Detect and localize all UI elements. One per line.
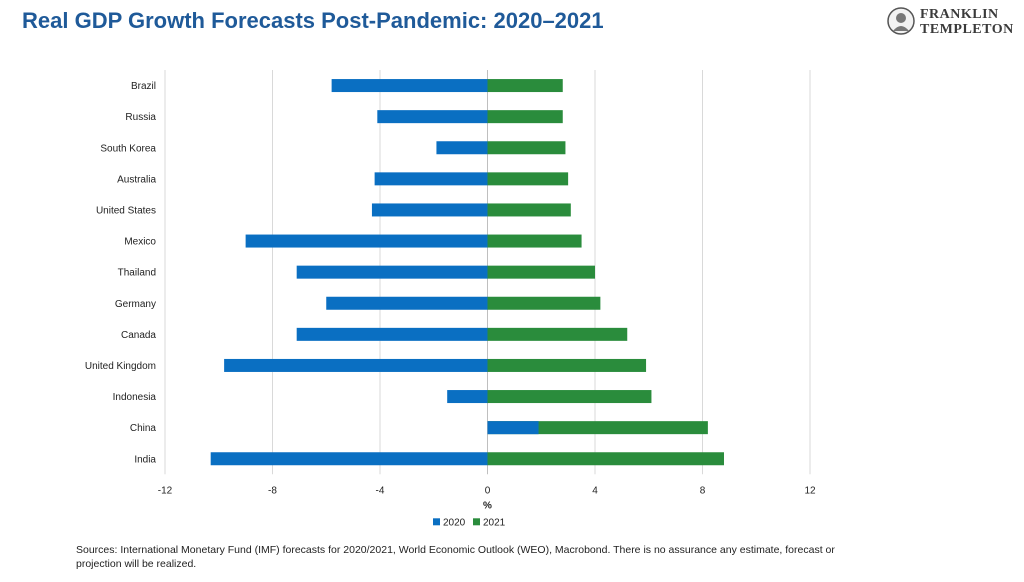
logo-line-1: FRANKLIN (920, 7, 999, 22)
category-label: Brazil (131, 81, 156, 92)
category-label: China (130, 423, 157, 434)
legend-label-2020: 2020 (443, 517, 466, 528)
category-label: Russia (125, 112, 156, 123)
source-note: Sources: International Monetary Fund (IM… (76, 544, 835, 570)
logo-line-2: TEMPLETON (920, 22, 1014, 37)
legend-swatch-2021 (473, 518, 480, 526)
x-tick-label: 0 (485, 485, 491, 496)
category-label: United Kingdom (85, 361, 156, 372)
bar-2020 (210, 452, 488, 466)
bar-2021 (487, 79, 563, 93)
x-tick-label: -12 (158, 485, 173, 496)
bar-2020 (331, 79, 488, 93)
bar-2020 (296, 265, 488, 279)
bar-2020 (436, 141, 488, 155)
gdp-bar-chart: -12 -8 -4 0 4 8 12% Brazil Russia South Korea Aust… (85, 70, 816, 528)
bar-2020 (371, 203, 488, 217)
chart-title: Real GDP Growth Forecasts Post-Pandemic:… (22, 8, 604, 33)
franklin-templeton-logo: FRANKLIN TEMPLETON (886, 6, 1016, 40)
bar-2020 (377, 110, 488, 124)
bar-2020 (245, 234, 488, 248)
category-label: United States (96, 205, 156, 216)
x-tick-label: 12 (804, 485, 816, 496)
category-label: Thailand (118, 268, 156, 279)
bar-2020 (447, 390, 488, 404)
category-label: India (134, 454, 156, 465)
bar-2020 (326, 296, 488, 310)
x-tick-label: -4 (376, 485, 385, 496)
bar-2020 (296, 327, 488, 341)
bar-2021 (487, 390, 652, 404)
x-tick-label: 8 (700, 485, 706, 496)
bar-2021 (487, 421, 708, 435)
bar-2020 (224, 358, 488, 372)
legend-swatch-2020 (433, 518, 440, 526)
bar-2021 (487, 327, 628, 341)
bar-2021 (487, 141, 566, 155)
bar-2021 (487, 203, 571, 217)
bar-2021 (487, 265, 595, 279)
x-tick-label: 4 (592, 485, 598, 496)
bar-2021 (487, 172, 569, 186)
bar-2021 (487, 452, 724, 466)
category-label: Germany (115, 299, 156, 310)
bar-2021 (487, 110, 563, 124)
bar-2021 (487, 296, 601, 310)
x-axis-label: % (483, 500, 492, 511)
category-label: Australia (117, 174, 156, 185)
category-label: Mexico (124, 237, 156, 248)
logo-seal-icon (887, 7, 915, 35)
category-label: Indonesia (113, 392, 157, 403)
bar-2020 (487, 421, 539, 435)
x-tick-label: -8 (268, 485, 277, 496)
bar-2021 (487, 234, 582, 248)
category-label: Canada (121, 330, 156, 341)
bar-2020 (374, 172, 488, 186)
legend-label-2021: 2021 (483, 517, 506, 528)
bar-2021 (487, 358, 647, 372)
category-label: South Korea (100, 143, 156, 154)
